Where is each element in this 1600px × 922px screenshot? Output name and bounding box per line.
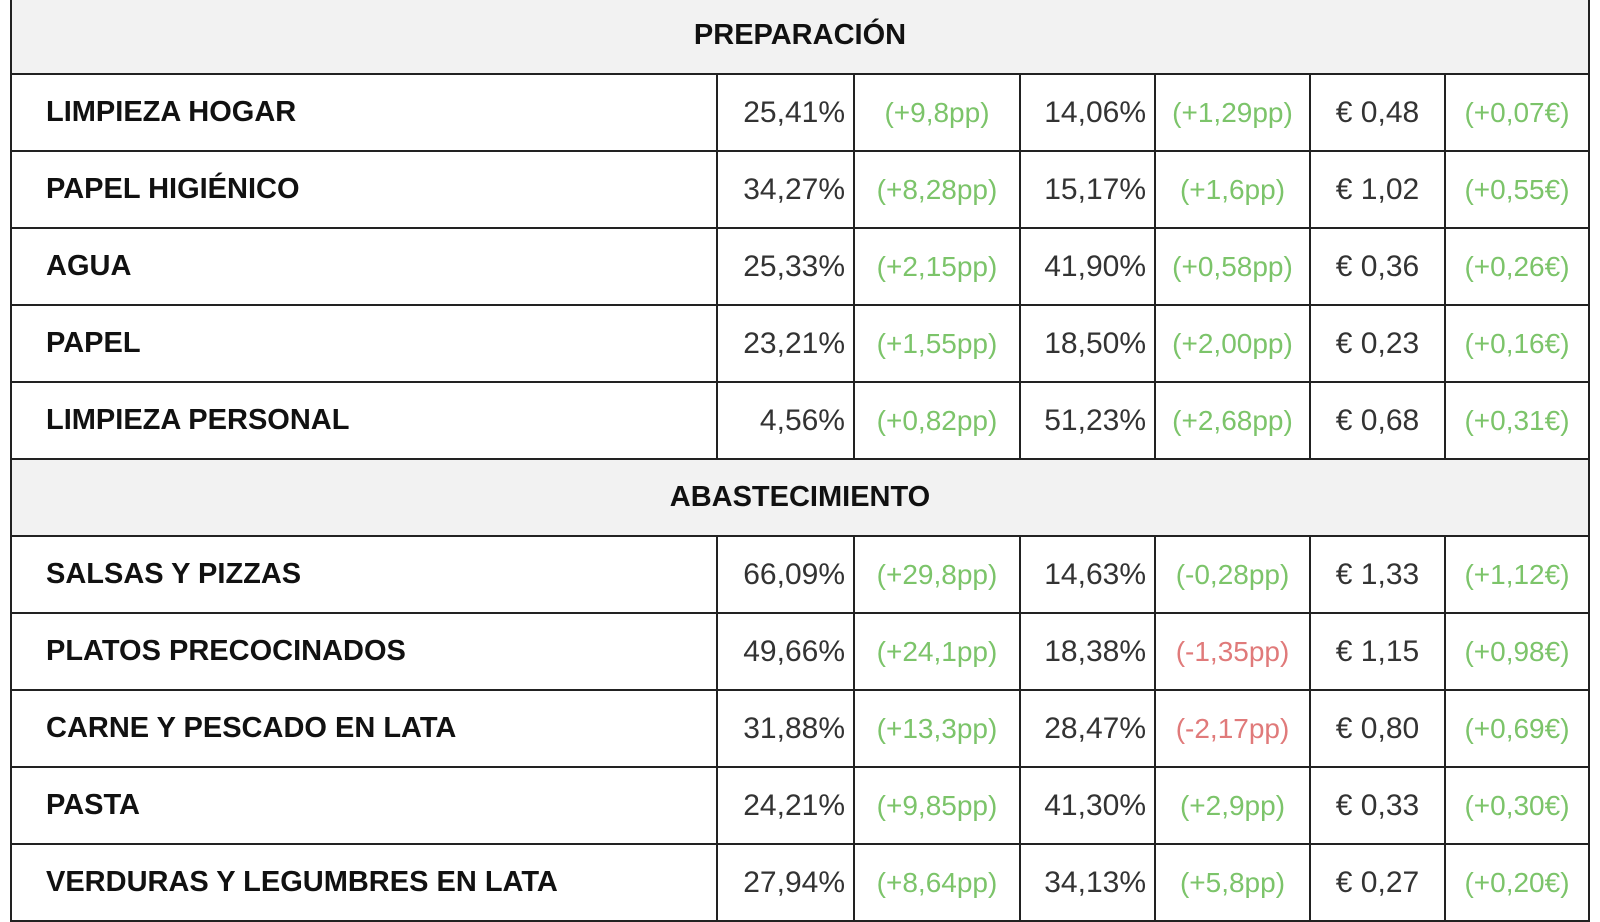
second-change: (-0,28pp)	[1154, 535, 1311, 614]
second-percent: 34,13%	[1019, 843, 1156, 922]
price: € 1,02	[1309, 150, 1446, 229]
table-row: LIMPIEZA PERSONAL 4,56% (+0,82pp) 51,23% (+2…	[10, 381, 1590, 460]
price: € 1,15	[1309, 612, 1446, 691]
share-change: (+8,28pp)	[853, 150, 1021, 229]
second-change: (+2,00pp)	[1154, 304, 1311, 383]
share-change: (+9,8pp)	[853, 73, 1021, 152]
share-change: (+29,8pp)	[853, 535, 1021, 614]
share-percent: 4,56%	[716, 381, 855, 460]
table-row: PASTA 24,21% (+9,85pp) 41,30% (+2,9pp) € 0,33…	[10, 766, 1590, 845]
second-percent: 41,30%	[1019, 766, 1156, 845]
second-change: (+0,58pp)	[1154, 227, 1311, 306]
table-row: SALSAS Y PIZZAS 66,09% (+29,8pp) 14,63% (-0,…	[10, 535, 1590, 614]
price: € 0,33	[1309, 766, 1446, 845]
category-name: VERDURAS Y LEGUMBRES EN LATA	[10, 843, 718, 922]
share-percent: 49,66%	[716, 612, 855, 691]
table-row: CARNE Y PESCADO EN LATA 31,88% (+13,3pp) 28…	[10, 689, 1590, 768]
price: € 0,27	[1309, 843, 1446, 922]
second-percent: 15,17%	[1019, 150, 1156, 229]
second-change: (-2,17pp)	[1154, 689, 1311, 768]
price: € 0,48	[1309, 73, 1446, 152]
category-name: PAPEL HIGIÉNICO	[10, 150, 718, 229]
second-percent: 14,63%	[1019, 535, 1156, 614]
share-percent: 23,21%	[716, 304, 855, 383]
section-title: ABASTECIMIENTO	[10, 458, 1590, 537]
share-percent: 25,41%	[716, 73, 855, 152]
price-change: (+0,69€)	[1444, 689, 1590, 768]
table-row: PLATOS PRECOCINADOS 49,66% (+24,1pp) 18,38%…	[10, 612, 1590, 691]
price-change: (+0,16€)	[1444, 304, 1590, 383]
price: € 0,23	[1309, 304, 1446, 383]
category-stats-table: PREPARACIÓN LIMPIEZA HOGAR 25,41% (+9,8pp) 1…	[10, 0, 1590, 922]
section-header-row: PREPARACIÓN	[10, 0, 1590, 75]
share-change: (+8,64pp)	[853, 843, 1021, 922]
price: € 0,68	[1309, 381, 1446, 460]
second-change: (+2,9pp)	[1154, 766, 1311, 845]
price: € 1,33	[1309, 535, 1446, 614]
second-percent: 51,23%	[1019, 381, 1156, 460]
category-name: SALSAS Y PIZZAS	[10, 535, 718, 614]
share-change: (+24,1pp)	[853, 612, 1021, 691]
price-change: (+0,07€)	[1444, 73, 1590, 152]
second-change: (-1,35pp)	[1154, 612, 1311, 691]
table-row: PAPEL 23,21% (+1,55pp) 18,50% (+2,00pp) € 0,2…	[10, 304, 1590, 383]
second-change: (+5,8pp)	[1154, 843, 1311, 922]
share-change: (+13,3pp)	[853, 689, 1021, 768]
price: € 0,80	[1309, 689, 1446, 768]
price-change: (+0,98€)	[1444, 612, 1590, 691]
second-change: (+2,68pp)	[1154, 381, 1311, 460]
share-percent: 25,33%	[716, 227, 855, 306]
share-percent: 27,94%	[716, 843, 855, 922]
table-row: PAPEL HIGIÉNICO 34,27% (+8,28pp) 15,17% (+1,…	[10, 150, 1590, 229]
price-change: (+0,31€)	[1444, 381, 1590, 460]
share-percent: 24,21%	[716, 766, 855, 845]
second-percent: 18,38%	[1019, 612, 1156, 691]
share-change: (+0,82pp)	[853, 381, 1021, 460]
share-percent: 31,88%	[716, 689, 855, 768]
price-change: (+1,12€)	[1444, 535, 1590, 614]
category-name: LIMPIEZA PERSONAL	[10, 381, 718, 460]
price-change: (+0,20€)	[1444, 843, 1590, 922]
section-title: PREPARACIÓN	[10, 0, 1590, 75]
second-percent: 18,50%	[1019, 304, 1156, 383]
share-change: (+1,55pp)	[853, 304, 1021, 383]
second-percent: 41,90%	[1019, 227, 1156, 306]
share-percent: 34,27%	[716, 150, 855, 229]
share-percent: 66,09%	[716, 535, 855, 614]
share-change: (+9,85pp)	[853, 766, 1021, 845]
category-name: CARNE Y PESCADO EN LATA	[10, 689, 718, 768]
category-name: PASTA	[10, 766, 718, 845]
section-header-row: ABASTECIMIENTO	[10, 458, 1590, 537]
table-row: AGUA 25,33% (+2,15pp) 41,90% (+0,58pp) € 0,36…	[10, 227, 1590, 306]
second-percent: 14,06%	[1019, 73, 1156, 152]
price-change: (+0,30€)	[1444, 766, 1590, 845]
category-name: PAPEL	[10, 304, 718, 383]
price-change: (+0,55€)	[1444, 150, 1590, 229]
second-change: (+1,6pp)	[1154, 150, 1311, 229]
share-change: (+2,15pp)	[853, 227, 1021, 306]
second-change: (+1,29pp)	[1154, 73, 1311, 152]
category-name: AGUA	[10, 227, 718, 306]
table-row: LIMPIEZA HOGAR 25,41% (+9,8pp) 14,06% (+1,29…	[10, 73, 1590, 152]
price-change: (+0,26€)	[1444, 227, 1590, 306]
second-percent: 28,47%	[1019, 689, 1156, 768]
table-row: VERDURAS Y LEGUMBRES EN LATA 27,94% (+8,64…	[10, 843, 1590, 922]
price: € 0,36	[1309, 227, 1446, 306]
category-name: LIMPIEZA HOGAR	[10, 73, 718, 152]
category-name: PLATOS PRECOCINADOS	[10, 612, 718, 691]
